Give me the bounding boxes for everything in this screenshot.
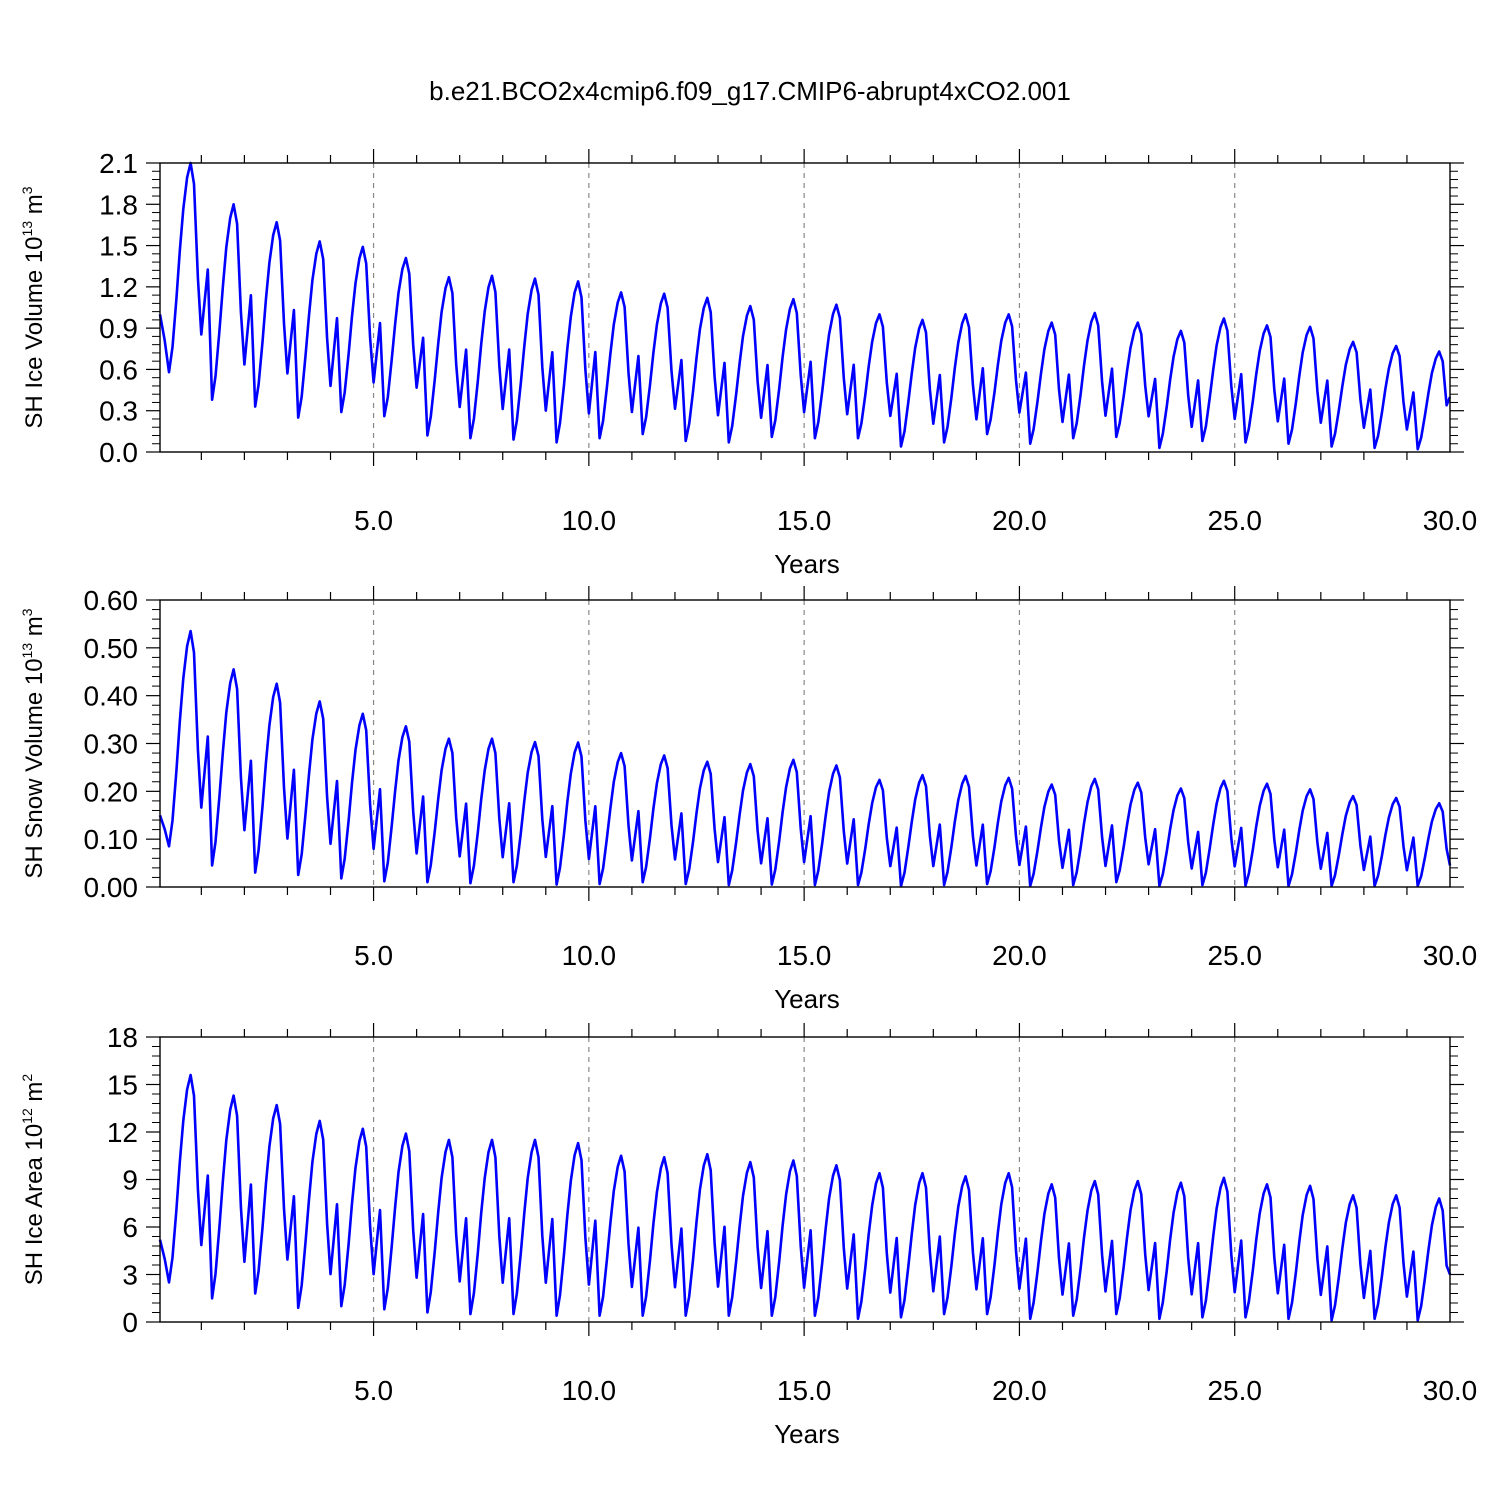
- x-tick-label: 5.0: [354, 940, 393, 971]
- y-tick-label: 0.00: [84, 872, 139, 903]
- y-tick-label: 1.5: [99, 231, 138, 262]
- y-tick-label: 3: [122, 1260, 138, 1291]
- x-tick-label: 15.0: [777, 940, 832, 971]
- y-tick-label: 1.2: [99, 272, 138, 303]
- x-tick-label: 20.0: [992, 940, 1047, 971]
- y-axis-label: SH Ice Volume 1013 m3: [19, 186, 48, 428]
- x-tick-label: 25.0: [1207, 1375, 1262, 1406]
- x-tick-label: 20.0: [992, 505, 1047, 536]
- y-tick-label: 6: [122, 1212, 138, 1243]
- x-tick-label: 25.0: [1207, 940, 1262, 971]
- snow-volume-series-line: [158, 629, 1452, 888]
- plot-frame: [159, 599, 1451, 888]
- y-tick-label: 1.8: [99, 189, 138, 220]
- x-tick-label: 30.0: [1423, 505, 1478, 536]
- plot-frame: [159, 162, 1451, 453]
- y-axis-label: SH Ice Area 1012 m2: [19, 1074, 48, 1286]
- y-tick-label: 0.9: [99, 313, 138, 344]
- x-tick-label: 5.0: [354, 1375, 393, 1406]
- y-tick-label: 18: [107, 1022, 138, 1053]
- y-tick-label: 0.40: [84, 681, 139, 712]
- ice-volume-panel: 5.0 10.0 15.0 20.0 25.0 30.0 Years 0.0 0.3 0.6 0.9…: [19, 148, 1477, 579]
- y-tick-label: 0.60: [84, 585, 139, 616]
- x-tick-label: 10.0: [562, 1375, 617, 1406]
- x-tick-label: 20.0: [992, 1375, 1047, 1406]
- ice-area-series-line: [158, 1073, 1452, 1322]
- y-tick-label: 0.30: [84, 729, 139, 760]
- y-axis-label: SH Snow Volume 1013 m3: [19, 608, 48, 878]
- y-tick-label: 0.50: [84, 633, 139, 664]
- ice-area-panel: 5.0 10.0 15.0 20.0 25.0 30.0 Years 0 3 6 9 12 15 18 SH…: [19, 1022, 1477, 1449]
- y-tick-label: 0.10: [84, 824, 139, 855]
- y-tick-label: 0.0: [99, 437, 138, 468]
- x-tick-label: 10.0: [562, 940, 617, 971]
- y-tick-label: 0.3: [99, 396, 138, 427]
- panels: 5.0 10.0 15.0 20.0 25.0 30.0 Years 0.0 0.3 0.6 0.9…: [19, 148, 1477, 1449]
- y-tick-label: 12: [107, 1117, 138, 1148]
- y-tick-label: 9: [122, 1165, 138, 1196]
- x-tick-label: 15.0: [777, 1375, 832, 1406]
- x-axis-label: Years: [774, 984, 840, 1014]
- y-tick-label: 0: [122, 1307, 138, 1338]
- x-axis-label: Years: [774, 549, 840, 579]
- x-tick-label: 30.0: [1423, 940, 1478, 971]
- y-tick-label: 0.20: [84, 776, 139, 807]
- x-axis-label: Years: [774, 1419, 840, 1449]
- x-tick-label: 15.0: [777, 505, 832, 536]
- x-tick-label: 30.0: [1423, 1375, 1478, 1406]
- y-tick-label: 0.6: [99, 354, 138, 385]
- y-tick-label: 15: [107, 1070, 138, 1101]
- x-tick-label: 25.0: [1207, 505, 1262, 536]
- x-tick-label: 10.0: [562, 505, 617, 536]
- snow-volume-panel: 5.0 10.0 15.0 20.0 25.0 30.0 Years 0.00 0.10 0.20…: [19, 585, 1477, 1014]
- figure-title: b.e21.BCO2x4cmip6.f09_g17.CMIP6-abrupt4x…: [429, 76, 1071, 106]
- ice-volume-series-line: [158, 161, 1452, 451]
- x-tick-label: 5.0: [354, 505, 393, 536]
- y-tick-label: 2.1: [99, 148, 138, 179]
